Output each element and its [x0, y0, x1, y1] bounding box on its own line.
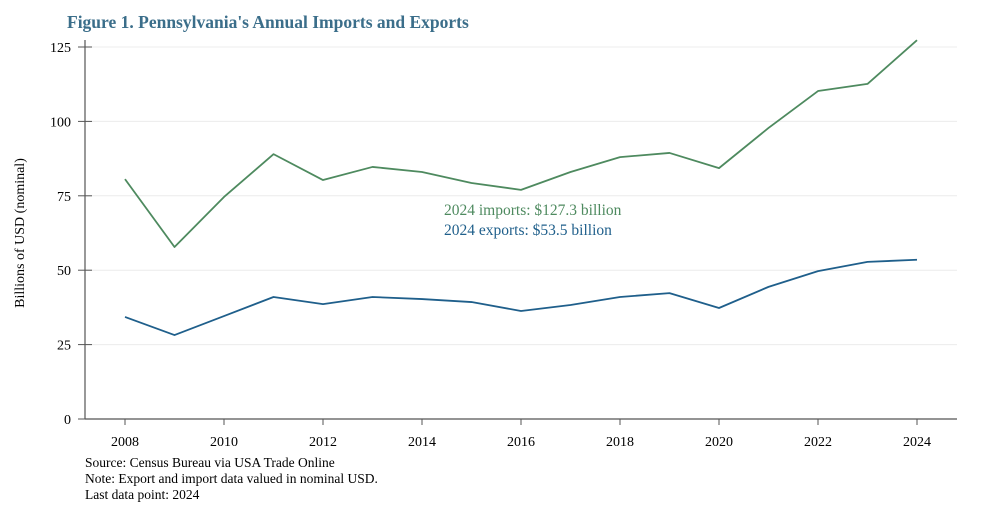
x-tick-label: 2014 [408, 435, 436, 450]
x-tick-label: 2020 [705, 435, 733, 450]
x-tick-label: 2022 [804, 435, 832, 450]
y-tick-label: 75 [57, 190, 71, 205]
imports-annotation: 2024 imports: $127.3 billion [444, 202, 622, 219]
y-tick-label: 0 [64, 413, 71, 428]
x-tick-label: 2012 [309, 435, 337, 450]
y-tick-label: 50 [57, 264, 71, 279]
y-tick-label: 100 [50, 115, 71, 130]
y-tick-label: 25 [57, 339, 71, 354]
x-tick-label: 2010 [210, 435, 238, 450]
x-tick-label: 2018 [606, 435, 634, 450]
last-data-note: Last data point: 2024 [85, 487, 200, 502]
chart-title: Figure 1. Pennsylvania's Annual Imports … [67, 12, 469, 32]
valuation-note: Note: Export and import data valued in n… [85, 471, 378, 486]
exports-annotation: 2024 exports: $53.5 billion [444, 222, 612, 239]
x-tick-label: 2024 [903, 435, 931, 450]
x-tick-label: 2016 [507, 435, 535, 450]
chart-notes: Source: Census Bureau via USA Trade Onli… [85, 455, 378, 503]
y-axis-label: Billions of USD (nominal) [13, 158, 28, 308]
source-note: Source: Census Bureau via USA Trade Onli… [85, 455, 335, 470]
y-tick-label: 125 [50, 41, 71, 56]
exports-line [124, 258, 918, 336]
x-tick-label: 2008 [111, 435, 139, 450]
